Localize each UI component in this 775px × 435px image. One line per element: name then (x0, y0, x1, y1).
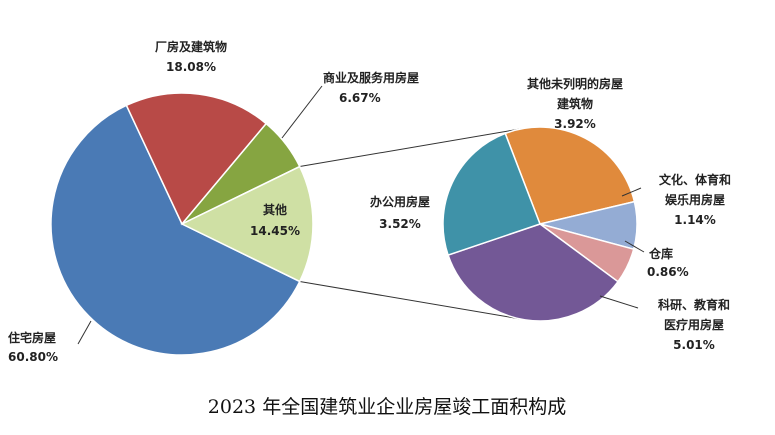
label-factory-pct: 18.08% (166, 60, 216, 74)
main-pie-slice-0 (50, 104, 301, 356)
chart-title: 2023 年全国建筑业企业房屋竣工面积构成 (208, 396, 566, 418)
label-office-pct: 3.52% (379, 217, 421, 231)
label-commercial-pct: 6.67% (339, 91, 381, 105)
main-pie-slice-1 (125, 92, 268, 226)
label-research: 科研、教育和 医疗用房屋 5.01% (599, 295, 730, 352)
label-other: 其他 14.45% (250, 202, 300, 238)
label-culture-pct: 1.14% (674, 213, 716, 227)
main-pie-slice-3 (180, 165, 314, 283)
label-commercial-name: 商业及服务用房屋 (323, 70, 419, 85)
label-office-name: 办公用房屋 (370, 194, 430, 209)
label-unlisted-line1: 其他未列明的房屋 (527, 76, 623, 91)
sub-pie (442, 126, 638, 322)
label-factory: 厂房及建筑物 18.08% (155, 39, 227, 74)
main-pie (50, 92, 314, 356)
connector-top (299, 127, 524, 168)
sub-pie-slice-0 (504, 126, 636, 225)
label-unlisted-pct: 3.92% (554, 117, 596, 131)
label-warehouse: 仓库 0.86% (624, 240, 689, 279)
label-warehouse-name: 仓库 (648, 246, 673, 261)
label-residential: 住宅房屋 60.80% (8, 320, 92, 364)
label-other-name: 其他 (263, 202, 287, 217)
sub-pie-slice-4 (442, 132, 541, 257)
label-residential-name: 住宅房屋 (8, 330, 56, 345)
sub-pie-slice-3 (447, 223, 620, 322)
label-residential-pct: 60.80% (8, 350, 58, 364)
connector-bottom (299, 280, 520, 320)
label-unlisted: 其他未列明的房屋 建筑物 3.92% (527, 76, 623, 131)
connector-lines (299, 127, 524, 320)
label-research-line1: 科研、教育和 (658, 297, 730, 312)
label-commercial: 商业及服务用房屋 6.67% (281, 70, 419, 139)
label-culture-line1: 文化、体育和 (659, 172, 731, 187)
label-research-line2: 医疗用房屋 (664, 317, 724, 332)
label-office: 办公用房屋 3.52% (370, 194, 430, 231)
label-unlisted-line2: 建筑物 (556, 96, 593, 111)
label-culture-line2: 娱乐用房屋 (665, 192, 725, 207)
label-factory-name: 厂房及建筑物 (155, 39, 227, 54)
label-warehouse-pct: 0.86% (647, 265, 689, 279)
label-other-pct: 14.45% (250, 224, 300, 238)
label-research-pct: 5.01% (673, 338, 715, 352)
label-culture: 文化、体育和 娱乐用房屋 1.14% (621, 172, 731, 227)
